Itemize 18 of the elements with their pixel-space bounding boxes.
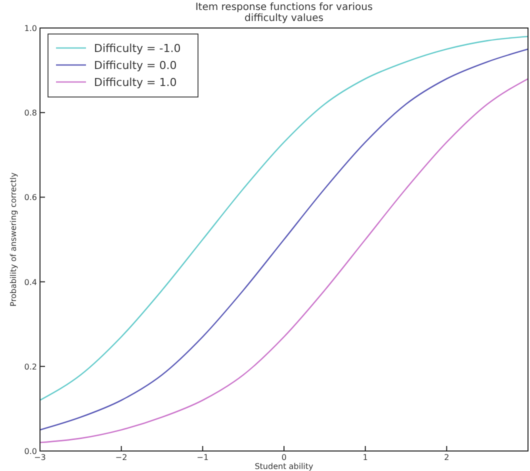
y-tick-label: 1.0	[24, 24, 37, 33]
y-tick-label: 0.4	[24, 278, 37, 287]
y-tick-label: 0.8	[24, 108, 37, 118]
x-tick-label: −1	[196, 453, 209, 462]
y-tick-label: 0.6	[24, 193, 37, 202]
x-tick-label: 0	[281, 453, 287, 462]
y-tick-label: 0.2	[24, 362, 37, 372]
y-axis-title: Probability of answering correctly	[9, 172, 18, 306]
legend-label: Difficulty = 0.0	[94, 59, 177, 72]
x-tick-label: −2	[115, 453, 128, 462]
x-tick-label: −3	[34, 453, 46, 462]
y-tick-label: 0.0	[24, 447, 37, 456]
legend-label: Difficulty = 1.0	[94, 76, 177, 89]
x-tick-label: 1	[362, 453, 368, 462]
legend-label: Difficulty = -1.0	[94, 42, 181, 55]
x-axis-title: Student ability	[254, 462, 314, 471]
chart-title: Item response functions for various difficulty values	[195, 2, 373, 24]
x-tick-label: 2	[444, 453, 450, 462]
